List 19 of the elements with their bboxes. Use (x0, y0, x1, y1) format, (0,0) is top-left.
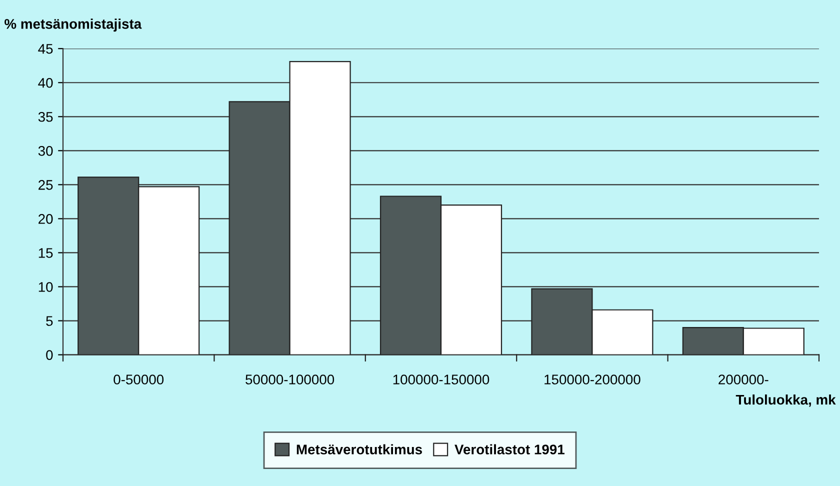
y-tick-label: 35 (38, 112, 53, 122)
x-axis-title: Tuloluokka, mk (736, 394, 836, 407)
x-tick-label: 150000-200000 (544, 374, 640, 384)
y-tick-label: 15 (38, 248, 53, 258)
legend-label: Verotilastot 1991 (454, 444, 564, 454)
x-tick-label: 0-50000 (114, 374, 164, 384)
y-tick-label: 45 (38, 44, 53, 54)
y-tick-label: 25 (38, 180, 53, 190)
y-axis-title: % metsänomistajista (4, 18, 142, 32)
y-tick-label: 40 (38, 78, 53, 88)
x-tick-label: 100000-150000 (393, 374, 490, 384)
y-tick-label: 0 (46, 350, 53, 360)
x-tick-label: 50000-100000 (246, 374, 334, 384)
y-tick-label: 5 (46, 316, 53, 326)
x-tick-label: 200000- (718, 374, 768, 384)
y-tick-label: 30 (38, 146, 53, 156)
legend-label: Metsäverotutkimus (296, 444, 422, 454)
y-tick-label: 20 (38, 214, 53, 224)
y-tick-label: 10 (38, 282, 53, 292)
